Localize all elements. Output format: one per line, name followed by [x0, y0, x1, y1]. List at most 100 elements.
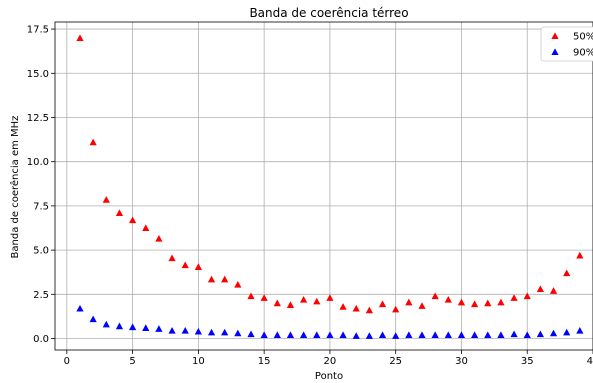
data-point [194, 327, 202, 335]
legend: 50%90% [540, 26, 593, 62]
data-point [102, 196, 110, 203]
data-point [457, 331, 466, 339]
x-tick-label: 0 [64, 356, 70, 367]
data-point [155, 235, 163, 242]
data-point [339, 331, 347, 339]
data-point [484, 331, 492, 339]
data-point [378, 300, 387, 308]
y-axis-label: Banda de coerência em MHz [9, 116, 21, 259]
data-point [260, 331, 268, 339]
data-point [471, 331, 479, 339]
data-point [115, 322, 124, 330]
y-tick-label: 17.5 [27, 25, 49, 36]
data-point [378, 331, 387, 339]
y-tick-label: 2.5 [33, 290, 49, 301]
y-tick-label: 7.5 [33, 201, 49, 212]
data-point [102, 320, 110, 328]
data-point [471, 300, 479, 308]
y-tick-label: 12.5 [27, 113, 49, 124]
data-point [129, 323, 137, 331]
data-point [194, 263, 202, 270]
data-point [563, 328, 571, 336]
data-point [418, 302, 426, 309]
data-point [392, 332, 400, 339]
data-point [300, 331, 308, 339]
data-point [207, 275, 216, 283]
data-point [89, 315, 97, 323]
data-point [273, 331, 281, 339]
data-point [76, 34, 84, 41]
data-point [365, 332, 373, 339]
data-point [168, 326, 176, 334]
data-point [523, 292, 531, 300]
data-point [497, 298, 505, 306]
x-tick-label: 30 [455, 356, 468, 367]
data-point [563, 269, 571, 277]
data-point [365, 306, 373, 314]
y-tick-label: 10.0 [27, 157, 49, 168]
data-point [536, 330, 544, 338]
data-point [576, 251, 584, 259]
plot-frame [54, 21, 593, 351]
data-point [300, 296, 308, 303]
data-point [418, 331, 426, 339]
data-point [326, 331, 334, 339]
x-tick-label: 20 [324, 356, 337, 367]
data-point [405, 298, 413, 306]
data-point [168, 254, 176, 262]
data-point [536, 285, 544, 293]
data-point [444, 331, 452, 339]
data-point [286, 331, 295, 339]
data-point [576, 326, 584, 334]
data-point [142, 324, 150, 331]
data-point [549, 287, 558, 294]
x-axis-label: Ponto [315, 371, 343, 382]
legend-marker [551, 32, 559, 40]
data-point [181, 326, 189, 334]
data-point [129, 216, 137, 224]
data-point [457, 298, 466, 306]
axis-ticks: 0 5 10 15 20 25 30 35 40 0.0 2.5 5.0 7.5 10.0 12.5 15.0… [27, 25, 593, 367]
legend-marker [551, 48, 559, 56]
x-tick-label: 35 [521, 356, 534, 367]
data-point [484, 299, 492, 307]
data-point [352, 332, 360, 339]
data-point [313, 331, 321, 339]
data-point [207, 328, 216, 336]
data-point [497, 331, 505, 339]
y-tick-label: 5.0 [33, 246, 49, 257]
x-tick-label: 10 [192, 356, 205, 367]
data-point [510, 294, 518, 301]
data-point [313, 297, 321, 305]
data-point [352, 304, 360, 312]
data-point [444, 296, 452, 303]
data-point [523, 331, 531, 339]
data-point [326, 294, 334, 301]
data-point [510, 330, 518, 338]
y-tick-label: 0.0 [33, 334, 49, 345]
data-points [76, 34, 584, 339]
data-point [392, 305, 400, 313]
data-point [181, 261, 189, 269]
data-point [549, 329, 558, 337]
data-point [339, 303, 347, 310]
grid-lines [55, 22, 593, 350]
legend-label: 50% [573, 32, 593, 43]
data-point [142, 224, 150, 232]
x-tick-label: 40 [587, 356, 593, 367]
data-point [76, 304, 84, 312]
data-point [89, 138, 97, 146]
data-point [431, 292, 439, 300]
data-point [221, 275, 229, 283]
data-point [286, 301, 295, 308]
data-point [155, 325, 163, 332]
chart-title: Banda de coerência térreo [249, 6, 408, 20]
data-point [260, 294, 268, 301]
legend-label: 90% [573, 48, 593, 59]
data-point [234, 329, 242, 337]
data-point [247, 292, 255, 300]
y-tick-label: 15.0 [27, 69, 49, 80]
x-tick-label: 5 [129, 356, 135, 367]
data-point [115, 209, 124, 217]
